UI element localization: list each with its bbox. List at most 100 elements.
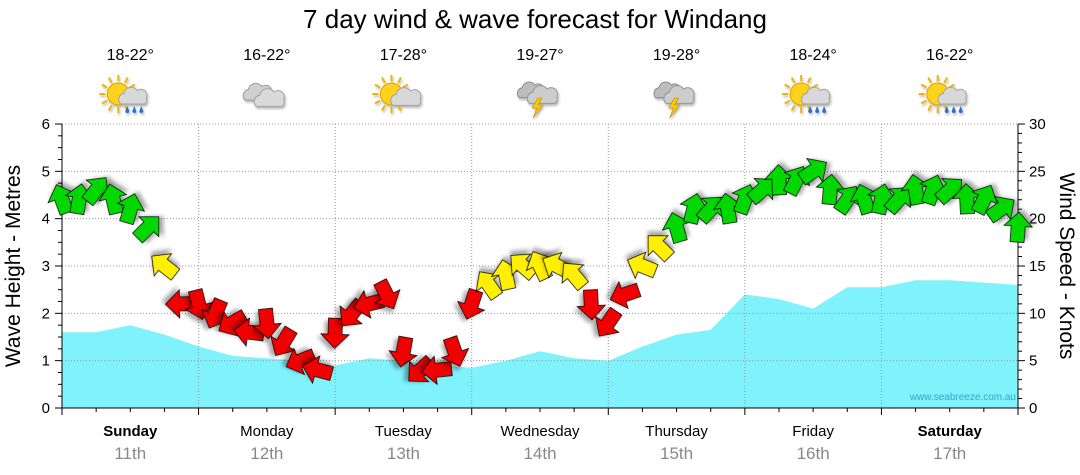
day-date: 16th — [797, 444, 830, 463]
rain-drop — [822, 106, 827, 113]
day-name: Friday — [792, 423, 834, 440]
temperature-label: 17-28° — [380, 47, 427, 64]
wind-arrow — [270, 325, 298, 356]
right-tick-label: 20 — [1029, 211, 1046, 228]
right-tick-label: 5 — [1029, 353, 1037, 370]
sun-ray — [943, 77, 949, 84]
wave-layer — [62, 280, 1018, 408]
wind-arrow — [970, 184, 999, 216]
sun-ray — [790, 104, 796, 111]
left-tick-label: 5 — [42, 163, 50, 180]
right-tick-label: 25 — [1029, 163, 1046, 180]
wind-arrow — [302, 355, 334, 385]
sun-ray — [123, 77, 129, 84]
wind-arrow — [647, 235, 675, 263]
wind-arrow — [627, 251, 659, 280]
temperature-label: 18-24° — [789, 47, 836, 64]
wind-arrow — [388, 335, 418, 368]
sun-cloud-rain-icon — [99, 75, 148, 114]
day-name: Monday — [240, 423, 294, 440]
wind-arrow — [1003, 211, 1034, 243]
watermark: www.seabreeze.com.au — [909, 392, 1016, 403]
wind-arrow — [661, 212, 691, 244]
day-date: 14th — [523, 444, 556, 463]
sun-ray — [381, 104, 386, 111]
lightning-bolt — [531, 97, 544, 119]
sun-ray — [920, 83, 927, 89]
wind-arrow — [285, 347, 318, 376]
left-tick-label: 2 — [42, 305, 50, 322]
day-date: 17th — [933, 444, 966, 463]
axes: 0 1 2 3 4 5 6 0 5 10 15 20 25 30 — [42, 116, 1046, 417]
sun-ray — [397, 104, 402, 111]
temperature-label: 18-22° — [107, 47, 154, 64]
right-tick-label: 30 — [1029, 116, 1046, 133]
cloud-shape — [937, 86, 967, 105]
left-axis-title: Wave Height - Metres — [2, 165, 25, 367]
cloud-shape — [390, 87, 422, 106]
day-date: 12th — [250, 444, 283, 463]
wind-arrow — [561, 262, 590, 292]
sun-ray — [927, 77, 933, 84]
right-tick-label: 10 — [1029, 305, 1046, 322]
day-date: 11th — [114, 444, 146, 463]
right-tick-label: 0 — [1029, 400, 1037, 417]
wind-arrow — [797, 157, 827, 186]
left-tick-label: 6 — [42, 116, 50, 133]
wind-arrow — [576, 289, 607, 321]
sun-ray — [101, 99, 108, 105]
temperature-label: 16-22° — [926, 47, 973, 64]
rain-drop — [808, 106, 813, 113]
rain-drop — [951, 106, 956, 113]
sun-ray — [374, 83, 381, 89]
right-axis-title: Wind Speed - Knots — [1055, 173, 1078, 360]
sun-ray — [920, 99, 927, 105]
cloud-shape — [253, 88, 285, 107]
sun-cloud-rain-icon — [918, 75, 967, 113]
rain-drop — [125, 106, 130, 114]
sun-ray — [784, 99, 791, 105]
sun-ray — [101, 83, 108, 89]
wind-arrow — [609, 280, 642, 310]
temperature-labels: 18-22° 16-22° 17-28° 19-27° 19-28° 18-24° 16-2… — [107, 47, 974, 64]
wind-arrow — [421, 355, 453, 386]
cloud-shape — [801, 86, 831, 105]
day-name: Wednesday — [501, 423, 580, 440]
wind-arrow — [475, 271, 504, 301]
wind-arrow — [594, 306, 623, 337]
wind-arrow — [456, 287, 486, 320]
wind-arrow — [116, 193, 146, 226]
wind-arrow — [867, 183, 897, 216]
right-tick-label: 15 — [1029, 258, 1046, 275]
rain-drop — [139, 106, 144, 113]
rain-drop — [132, 106, 137, 113]
day-labels: Sunday 11th Monday 12th Tuesday 13th Wednesday… — [103, 423, 982, 463]
wind-arrows — [47, 157, 1034, 386]
rain-drop — [815, 106, 820, 113]
temperature-label: 19-28° — [653, 47, 700, 64]
day-name: Saturday — [918, 423, 983, 440]
temperature-label: 19-27° — [516, 47, 563, 64]
wind-arrow — [151, 253, 181, 281]
day-date: 13th — [387, 444, 420, 463]
sun-ray — [402, 83, 409, 89]
cloud-storm-icon — [653, 81, 695, 119]
chart-title: 7 day wind & wave forecast for Windang — [303, 4, 767, 34]
temperature-label: 16-22° — [243, 47, 290, 64]
wind-arrow — [918, 174, 948, 207]
day-name: Tuesday — [375, 423, 432, 440]
sun-ray — [790, 77, 796, 84]
rain-drop — [944, 106, 949, 113]
day-name: Thursday — [645, 423, 708, 440]
wind-arrow — [712, 192, 743, 225]
day-date: 15th — [660, 444, 693, 463]
wind-arrow — [252, 307, 282, 340]
sun-ray — [806, 77, 812, 84]
sun-ray — [784, 83, 791, 89]
wind-arrow — [815, 173, 846, 206]
lightning-bolt — [668, 97, 681, 119]
sun-ray — [397, 77, 402, 84]
sun-cloud-icon — [372, 75, 422, 113]
weather-icons — [99, 75, 967, 119]
